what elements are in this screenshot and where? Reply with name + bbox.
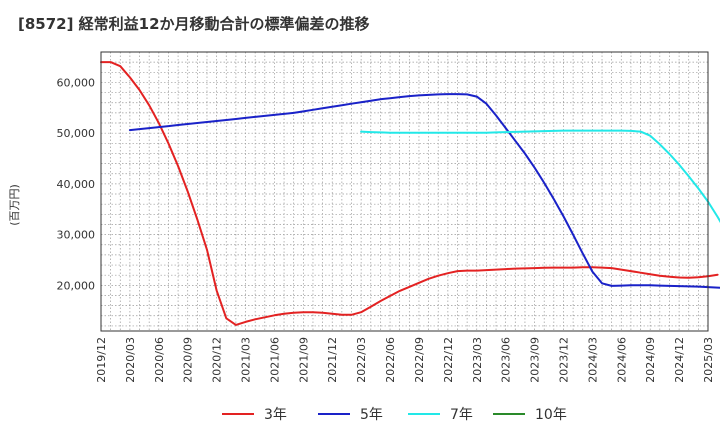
x-tick-label: 2021/09 [297,337,310,383]
x-tick-label: 2025/03 [702,337,715,383]
series-lines [100,61,720,326]
y-axis-ticks: 20,000 30,000 40,000 50,000 60,000 [57,76,96,292]
x-tick-label: 2024/12 [673,337,686,383]
x-tick-label: 2020/06 [153,337,166,383]
y-axis-label: (百万円) [8,184,21,226]
x-axis-ticks: 2019/12 2020/03 2020/06 2020/09 2020/12 2021/… [95,337,715,383]
plot-frame [100,51,709,332]
x-tick-label: 2021/12 [326,337,339,383]
series-line-7年 [360,129,720,224]
x-tick-label: 2021/03 [240,337,253,383]
legend-label: 7年 [450,407,473,423]
x-tick-label: 2023/12 [557,337,570,383]
series-line-3年 [100,61,719,326]
y-tick-label: 60,000 [57,76,96,89]
x-tick-label: 2023/09 [529,337,542,383]
x-tick-label: 2019/12 [95,337,108,383]
x-tick-label: 2021/06 [268,337,281,383]
x-tick-label: 2024/03 [586,337,599,383]
x-tick-label: 2020/12 [211,337,224,383]
x-tick-label: 2020/03 [124,337,137,383]
legend-label: 5年 [360,407,383,423]
x-tick-label: 2024/09 [644,337,657,383]
legend: 3年 5年 7年 10年 [222,407,567,423]
x-tick-label: 2020/09 [182,337,195,383]
x-tick-label: 2022/09 [413,337,426,383]
y-tick-label: 40,000 [57,178,96,191]
legend-label: 3年 [264,407,287,423]
y-tick-label: 20,000 [57,279,96,292]
y-tick-label: 50,000 [57,127,96,140]
x-tick-label: 2024/06 [615,337,628,383]
x-tick-label: 2022/03 [355,337,368,383]
x-tick-label: 2023/06 [500,337,513,383]
chart-title: [8572] 経常利益12か月移動合計の標準偏差の推移 [18,15,370,33]
x-tick-label: 2023/03 [471,337,484,383]
x-tick-label: 2022/06 [384,337,397,383]
series-line-5年 [128,93,720,289]
legend-label: 10年 [535,407,567,423]
y-tick-label: 30,000 [57,229,96,242]
x-tick-label: 2022/12 [442,337,455,383]
